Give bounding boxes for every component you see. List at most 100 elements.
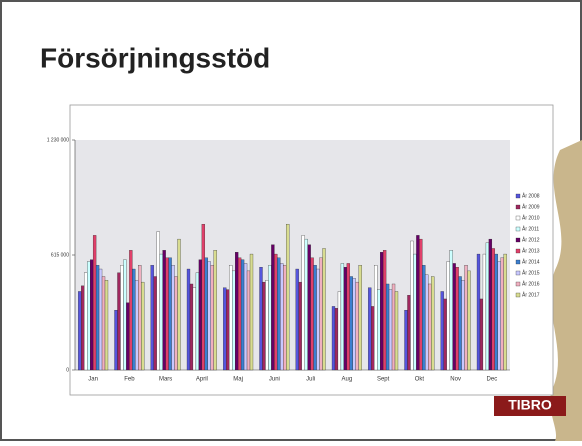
bar [458,276,462,371]
bar [419,238,423,371]
bar [274,253,278,371]
bar [277,257,281,371]
bar [207,261,211,371]
legend-label: År 2011 [522,225,539,232]
decoration [550,140,582,441]
bar [129,250,133,371]
bar [349,276,353,371]
x-tick-label: Sept [377,377,390,383]
bar [346,263,350,371]
bar [150,265,154,371]
bar [259,267,263,371]
bar [446,261,450,371]
bar [240,259,245,371]
bar [428,283,432,371]
bar [301,235,305,371]
bar [123,259,127,371]
legend-swatch [515,237,521,243]
legend-label: År 2017 [522,291,540,298]
bar [165,257,169,371]
legend-label: År 2015 [522,269,540,276]
x-tick-label: Nov [450,377,461,383]
bar [310,257,314,371]
legend-swatch [515,259,521,265]
logo-box [494,396,566,416]
bar [283,265,287,371]
logo: TIBRO [508,397,552,413]
bar [307,244,311,371]
bar [340,263,345,371]
bar [295,268,299,371]
bar [391,283,396,371]
bar [262,281,266,371]
legend-label: År 2016 [522,280,540,287]
x-tick-label: Feb [124,377,135,383]
bar [114,310,118,371]
bar [482,253,487,371]
bar [78,291,82,371]
bar [246,270,251,371]
bar [177,238,181,371]
x-tick-label: Okt [415,377,425,383]
bar [101,276,106,371]
legend-label: År 2008 [522,192,540,199]
bar [298,281,302,371]
bar [235,252,239,371]
bar [461,280,465,371]
bar [425,274,429,371]
legend-label: År 2013 [522,247,540,254]
bar [168,257,172,371]
bar [95,265,100,371]
slide-title: Försörjningsstöd [40,42,270,73]
bar [87,261,91,371]
bar [488,238,493,371]
bar [374,265,378,371]
bar [271,244,275,371]
legend-swatch [515,193,521,199]
bar [497,261,501,371]
bar [237,257,242,371]
bar [156,231,160,371]
bar [479,298,484,371]
bar [304,238,308,371]
bar [265,280,269,371]
bar [464,265,468,371]
bar [81,285,85,371]
bar [141,281,145,371]
bar [174,276,178,371]
bar [377,289,381,371]
bar [210,265,214,371]
plot-area [75,140,510,370]
bar [407,295,411,371]
y-tick-label: 1 230 000 [47,137,69,143]
bar [189,283,194,371]
bar [84,272,88,371]
bar [352,278,356,371]
bar [410,240,414,371]
bar [195,272,200,371]
bar [226,289,230,371]
bar [404,310,408,371]
x-tick-label: April [196,377,208,383]
x-tick-label: Mars [159,377,172,383]
bar [98,268,103,371]
bar [90,259,94,371]
bar [249,253,254,371]
chart: 0 615 000 1 230 000 Jan Feb Mars April Maj Juni J… [47,137,540,382]
bar [153,276,157,371]
legend-swatch [515,270,521,276]
bar [440,291,444,371]
bar [198,259,203,371]
x-tick-label: Maj [233,377,243,383]
bar [422,265,426,371]
bar [455,267,459,371]
bar [503,253,507,371]
bar [213,250,217,371]
bar [117,272,121,371]
legend-swatch [515,281,521,287]
bar [313,265,317,371]
bar [431,276,435,371]
bar [126,302,130,371]
bar [138,265,142,371]
bar [452,263,456,371]
